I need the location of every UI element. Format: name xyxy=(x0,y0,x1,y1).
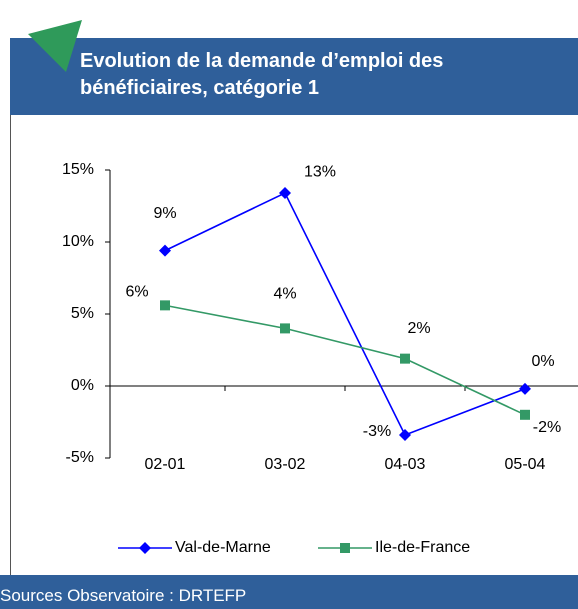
legend-swatch xyxy=(139,542,151,554)
legend-label: Val-de-Marne xyxy=(175,539,271,556)
x-tick-label: 05-04 xyxy=(505,456,546,473)
point xyxy=(399,428,411,441)
footer-band xyxy=(0,575,578,609)
data-label: -2% xyxy=(533,419,561,436)
point xyxy=(159,244,171,257)
data-label: 4% xyxy=(273,286,296,303)
x-tick-label: 02-01 xyxy=(145,456,186,473)
data-label: 9% xyxy=(153,205,176,222)
y-tick-label: 5% xyxy=(71,305,94,322)
point xyxy=(519,382,531,395)
data-label: 0% xyxy=(531,353,554,370)
y-tick-label: 15% xyxy=(62,161,94,178)
y-tick-label: 10% xyxy=(62,233,94,250)
point xyxy=(520,409,530,420)
x-tick-label: 03-02 xyxy=(265,456,306,473)
point xyxy=(279,187,291,200)
chart-panel xyxy=(10,115,578,575)
y-tick-label: -5% xyxy=(66,449,94,466)
data-label: 2% xyxy=(407,320,430,337)
chart-title: Evolution de la demande d’emploi des bén… xyxy=(80,50,444,99)
point xyxy=(280,323,290,334)
x-tick-label: 04-03 xyxy=(385,456,426,473)
header-band xyxy=(10,38,578,115)
data-label: 13% xyxy=(304,163,336,180)
source-note: Sources Observatoire : DRTEFP xyxy=(0,586,247,605)
y-tick-label: 0% xyxy=(71,377,94,394)
point xyxy=(400,353,410,364)
series-line xyxy=(164,191,526,436)
legend-swatch xyxy=(340,543,350,553)
series-line xyxy=(164,304,526,416)
data-label: -3% xyxy=(363,423,391,440)
legend-label: Ile-de-France xyxy=(375,539,470,556)
data-label: 6% xyxy=(125,284,148,301)
decor-triangle xyxy=(28,20,82,72)
point xyxy=(160,300,170,311)
